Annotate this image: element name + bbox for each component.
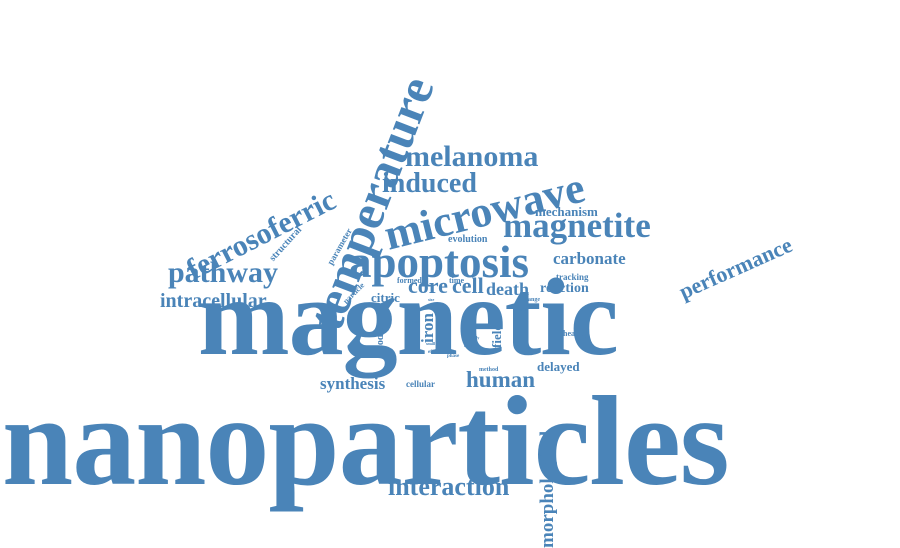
word-small: small [426,341,436,346]
word-nanoparticles: nanoparticles [2,370,730,512]
word-magnetite: magnetite [503,206,651,245]
word-carbonate: carbonate [553,249,626,268]
word-size: size [428,297,435,302]
word-performance: performance [675,231,796,305]
word-method: method [479,367,499,373]
word-human: human [466,367,536,392]
word-effect: effect [428,350,440,355]
word-rate: rate [520,307,527,312]
word-cellular: cellular [406,379,435,389]
word-mode: mode [464,343,474,348]
word-find: find [412,319,419,324]
word-phase: phase [447,354,460,359]
word-pathway: pathway [168,256,279,289]
word-reaction: reaction [540,281,589,296]
word-interaction: interaction [388,472,510,501]
word-apoptosis: apoptosis [349,237,530,287]
word-melanoma: melanoma [405,140,539,173]
word-change: change [522,297,540,303]
word-sodium: sodium [375,317,386,349]
word-magnetic: magnetic [198,256,619,378]
word-field: field [489,323,504,348]
word-cell: cell [452,273,484,298]
word-iron: iron [418,313,437,343]
word-morphological: morphological [537,430,558,548]
word-delayed: delayed [537,359,580,374]
word-formed: formed [397,276,422,285]
word-study: study [470,335,480,340]
word-induced: induced [382,168,477,199]
word-intracellular: intracellular [160,290,267,312]
word-heating: heating [563,329,589,338]
word-time: time [449,276,465,285]
word-evolution: evolution [448,234,488,245]
word-tracking: tracking [556,272,589,282]
word-citric: citric [371,290,400,305]
word-synthesis: synthesis [320,374,386,393]
word-core: core [408,273,448,298]
word-death: death [486,279,530,299]
word-mechanism: mechanism [535,204,598,219]
